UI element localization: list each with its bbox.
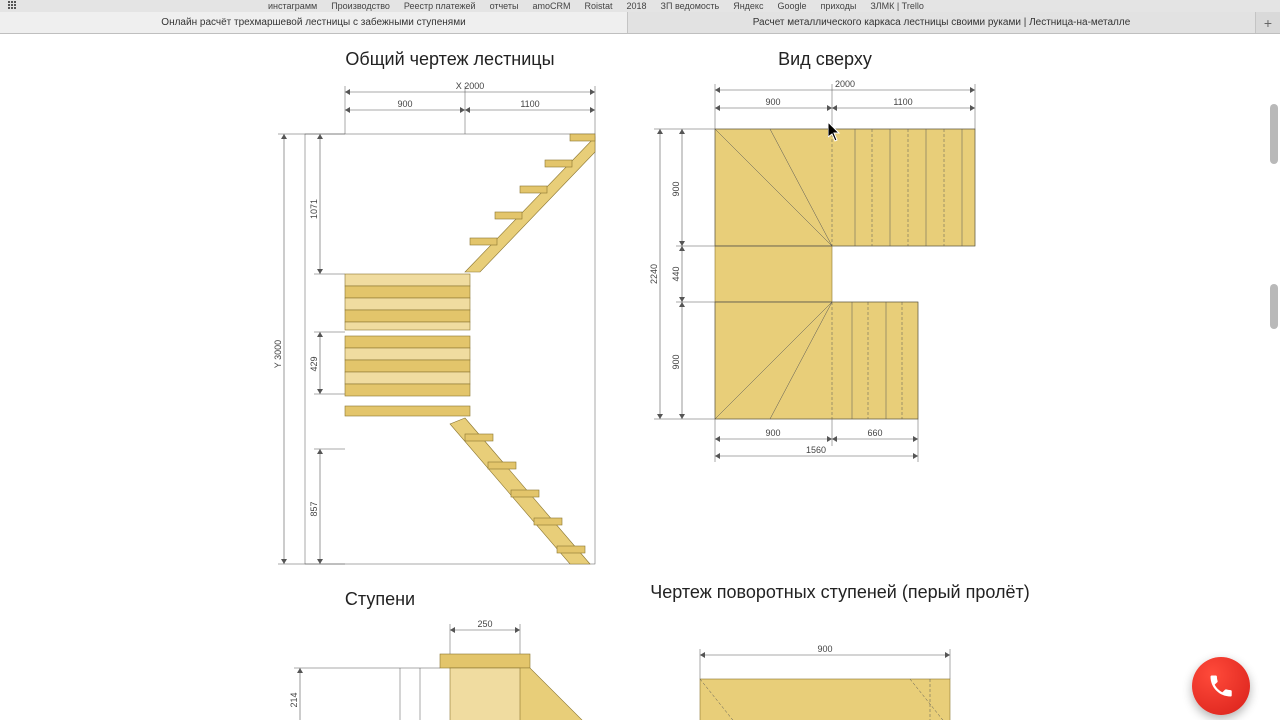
svg-text:900: 900 (765, 97, 780, 107)
tab-right[interactable]: Расчет металлического каркаса лестницы с… (628, 12, 1256, 33)
bookmark-item[interactable]: ЗП ведомость (661, 1, 720, 11)
svg-text:857: 857 (309, 501, 319, 516)
heading-main: Общий чертеж лестницы (280, 49, 620, 70)
svg-text:900: 900 (765, 428, 780, 438)
bookmark-item[interactable]: 2018 (627, 1, 647, 11)
svg-text:2240: 2240 (649, 264, 659, 284)
svg-text:1100: 1100 (893, 97, 912, 107)
bookmarks-bar: инстаграмм Производство Реестр платежей … (0, 0, 1280, 12)
apps-icon[interactable] (8, 1, 18, 11)
bookmark-item[interactable]: отчеты (490, 1, 519, 11)
scrollbar-thumb[interactable] (1270, 284, 1278, 329)
heading-top-view: Вид сверху (680, 49, 970, 70)
bookmark-item[interactable]: приходы (821, 1, 857, 11)
tab-title: Онлайн расчёт трехмаршевой лестницы с за… (161, 17, 465, 28)
bookmarks-list: инстаграмм Производство Реестр платежей … (268, 1, 924, 11)
diagram-top-view: 2000 900 1100 2240 900 440 900 900 660 1… (640, 74, 1000, 514)
svg-text:1071: 1071 (309, 199, 319, 219)
svg-text:900: 900 (817, 644, 832, 654)
page-viewport: Общий чертеж лестницы Вид сверху X 2000 … (0, 34, 1280, 720)
heading-steps: Ступени (280, 589, 480, 610)
call-fab[interactable] (1192, 657, 1250, 715)
svg-text:2000: 2000 (835, 79, 855, 89)
svg-text:1100: 1100 (520, 99, 539, 109)
diagram-side: X 2000 900 1100 Y 3000 1071 429 857 (270, 74, 620, 584)
svg-text:Y 3000: Y 3000 (273, 340, 283, 368)
heading-turn: Чертеж поворотных ступеней (перый пролёт… (640, 582, 1040, 604)
bookmark-item[interactable]: инстаграмм (268, 1, 317, 11)
tab-left[interactable]: Онлайн расчёт трехмаршевой лестницы с за… (0, 12, 628, 33)
phone-icon (1207, 672, 1235, 700)
tab-bar: Онлайн расчёт трехмаршевой лестницы с за… (0, 12, 1280, 34)
svg-text:X 2000: X 2000 (456, 81, 485, 91)
svg-text:214: 214 (289, 692, 299, 707)
bookmark-item[interactable]: Производство (331, 1, 390, 11)
svg-text:900: 900 (671, 354, 681, 369)
diagram-step: 250 214 (280, 614, 600, 720)
bookmark-item[interactable]: Google (777, 1, 806, 11)
bookmark-item[interactable]: ЗЛМК | Trello (870, 1, 924, 11)
svg-text:440: 440 (671, 266, 681, 281)
add-tab-button[interactable]: + (1256, 12, 1280, 33)
bookmark-item[interactable]: amoCRM (532, 1, 570, 11)
tab-title: Расчет металлического каркаса лестницы с… (753, 17, 1131, 28)
scrollbar-thumb[interactable] (1270, 104, 1278, 164)
bookmark-item[interactable]: Яндекс (733, 1, 763, 11)
bookmark-item[interactable]: Roistat (585, 1, 613, 11)
svg-text:250: 250 (477, 619, 492, 629)
svg-text:900: 900 (397, 99, 412, 109)
svg-text:1560: 1560 (806, 445, 826, 455)
diagram-turn: 900 (660, 639, 1000, 720)
svg-text:660: 660 (867, 428, 882, 438)
bookmark-item[interactable]: Реестр платежей (404, 1, 476, 11)
svg-text:429: 429 (309, 356, 319, 371)
svg-text:900: 900 (671, 181, 681, 196)
